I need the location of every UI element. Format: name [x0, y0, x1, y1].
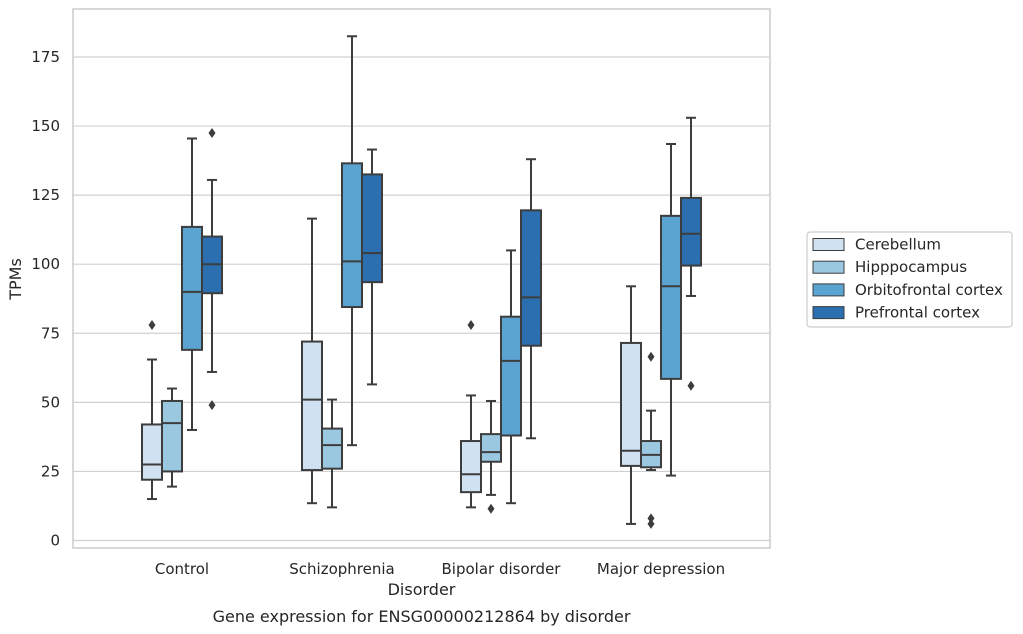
- box-body: [301, 340, 323, 472]
- box: [141, 319, 163, 501]
- x-tick-labels: Control Schizophrenia Bipolar disorder Majo…: [155, 560, 725, 578]
- y-tick-label: 25: [41, 462, 60, 480]
- legend: Cerebellum Hipppocampus Orbitofrontal cort…: [806, 231, 1013, 328]
- box: [680, 116, 702, 391]
- box-body: [500, 315, 522, 437]
- box: [301, 217, 323, 505]
- y-tick-label: 125: [31, 186, 60, 204]
- box: [181, 137, 203, 431]
- box: [620, 285, 642, 525]
- chart-caption: Gene expression for ENSG00000212864 by d…: [213, 607, 631, 626]
- x-tick-label: Control: [155, 560, 209, 578]
- box: [500, 249, 522, 505]
- box-body: [321, 427, 343, 470]
- box-body: [620, 341, 642, 467]
- legend-label: Hipppocampus: [855, 258, 967, 276]
- legend-label: Orbitofrontal cortex: [855, 281, 1003, 299]
- box: [201, 127, 223, 411]
- box-body: [361, 173, 383, 284]
- outlier-point: [208, 400, 216, 411]
- x-axis-label: Disorder: [388, 580, 456, 599]
- y-tick-label: 175: [31, 48, 60, 66]
- box: [361, 148, 383, 386]
- outlier-point: [687, 380, 695, 391]
- box: [660, 143, 682, 477]
- box-body: [161, 399, 183, 473]
- outlier-point: [487, 503, 495, 514]
- box: [460, 319, 482, 509]
- outlier-point: [647, 518, 655, 529]
- legend-swatch: [812, 260, 845, 274]
- outlier-point: [647, 351, 655, 362]
- y-tick-label: 75: [41, 324, 60, 342]
- outlier-point: [208, 127, 216, 138]
- box: [161, 387, 183, 488]
- legend-swatch: [812, 238, 845, 251]
- y-tick-labels: 0 25 50 75 100 125 150 175: [31, 48, 60, 550]
- box: [321, 398, 343, 509]
- box-body: [141, 423, 163, 481]
- box-body: [660, 214, 682, 380]
- legend-frame: [806, 231, 1013, 328]
- legend-label: Prefrontal cortex: [855, 304, 980, 322]
- outlier-point: [148, 319, 156, 330]
- box: [341, 35, 363, 447]
- y-tick-label: 50: [41, 393, 60, 411]
- box-body: [680, 196, 702, 267]
- y-axis-label: TPMs: [6, 258, 25, 301]
- legend-swatch: [812, 306, 845, 320]
- x-tick-label: Bipolar disorder: [442, 560, 562, 578]
- outlier-point: [647, 513, 655, 524]
- y-tick-label: 100: [31, 255, 60, 273]
- box: [480, 399, 502, 514]
- box-body: [460, 440, 482, 494]
- box-body: [341, 162, 363, 309]
- box-series: [141, 35, 702, 529]
- plot-frame: [72, 8, 771, 549]
- y-tick-label: 0: [50, 532, 60, 550]
- x-tick-label: Schizophrenia: [289, 560, 394, 578]
- outlier-point: [467, 319, 475, 330]
- legend-swatch: [812, 283, 845, 297]
- legend-label: Cerebellum: [855, 236, 941, 254]
- box-body: [520, 209, 542, 347]
- box-body: [480, 433, 502, 463]
- box: [520, 158, 542, 440]
- x-tick-label: Major depression: [597, 560, 725, 578]
- y-tick-label: 150: [31, 117, 60, 135]
- legend-items: Cerebellum Hipppocampus Orbitofrontal cort…: [812, 236, 1003, 322]
- box: [640, 351, 662, 529]
- box-body: [181, 225, 203, 351]
